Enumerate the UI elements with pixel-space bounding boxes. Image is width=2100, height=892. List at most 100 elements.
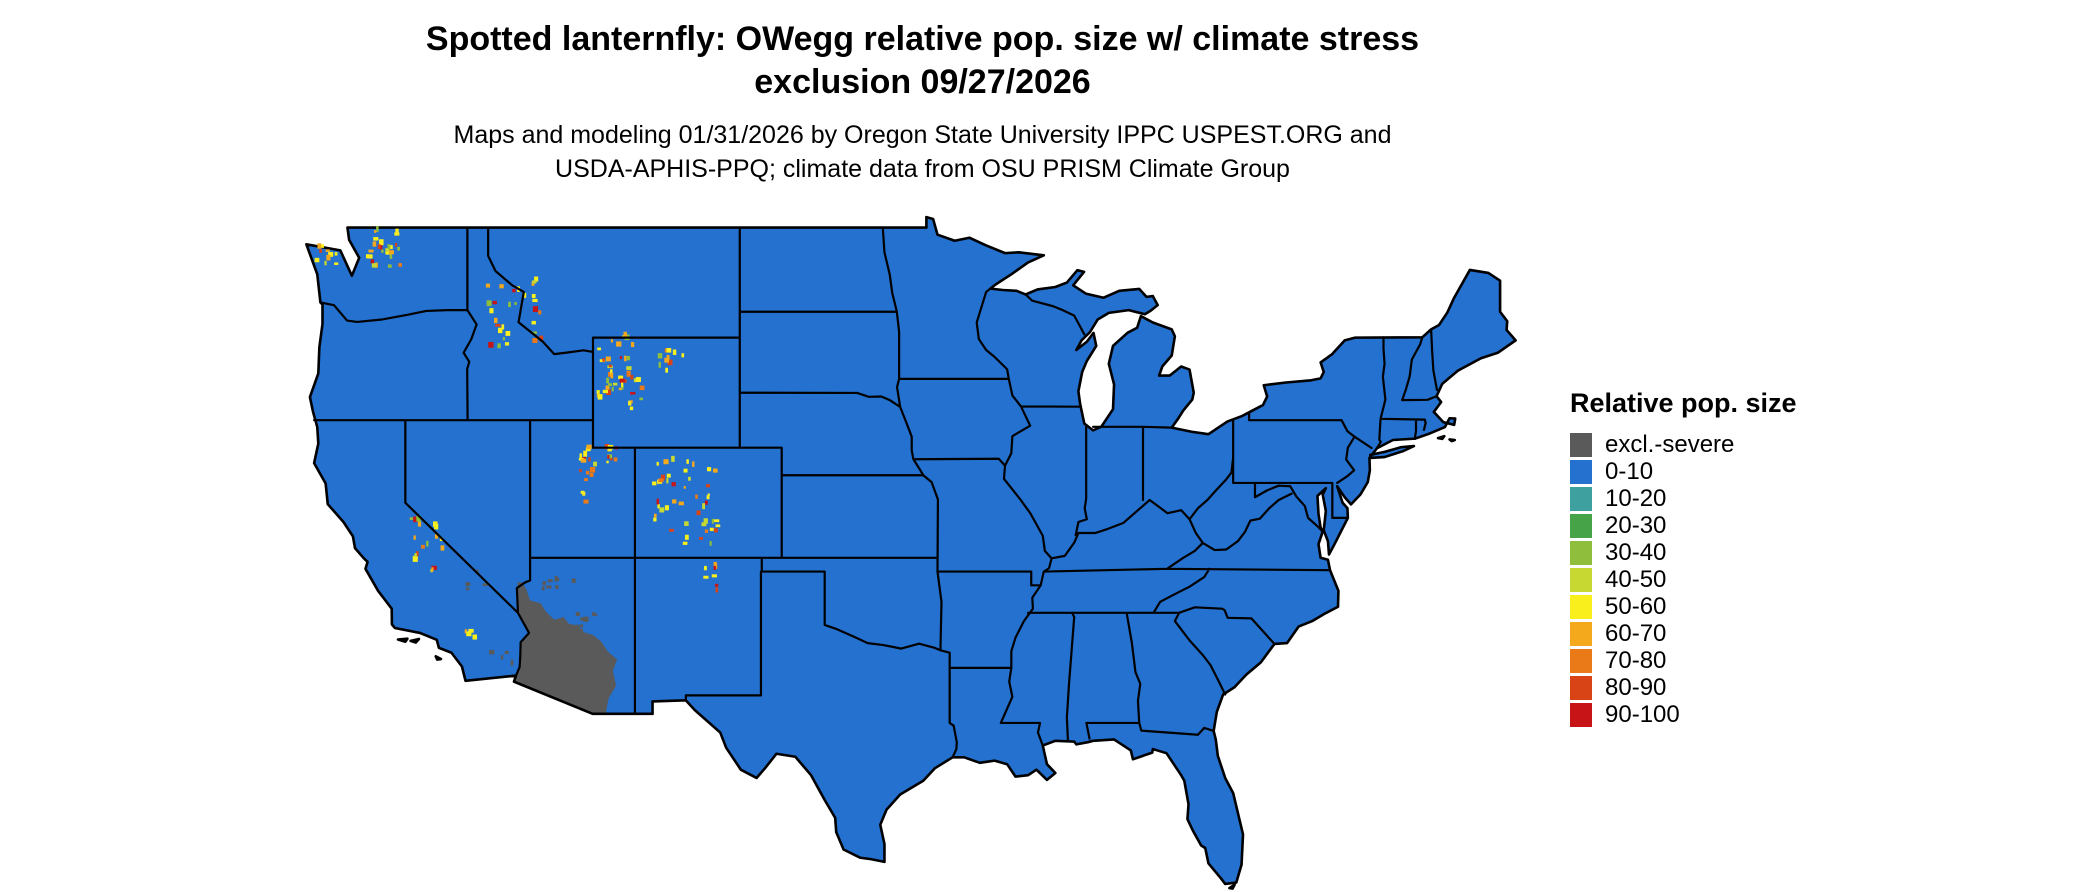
legend-label: 50-60 bbox=[1605, 593, 1667, 620]
hotspot-cell bbox=[374, 230, 377, 233]
hotspot-cell bbox=[623, 331, 627, 338]
legend-item: excl.-severe bbox=[1570, 431, 1797, 458]
hotspot-cell bbox=[486, 300, 492, 307]
legend-swatch bbox=[1570, 594, 1592, 619]
hotspot-cell bbox=[606, 460, 609, 464]
hotspot-cell bbox=[597, 394, 603, 400]
hotspot-cell bbox=[701, 522, 707, 527]
hotspot-cell bbox=[683, 485, 686, 489]
hotspot-cell bbox=[531, 293, 536, 298]
hotspot-cell bbox=[434, 534, 438, 539]
legend-items: excl.-severe 0-10 10-20 20-30 30-40 40-50 50-6… bbox=[1570, 431, 1797, 728]
hotspot-cell bbox=[626, 355, 631, 361]
hotspot-cell bbox=[703, 565, 707, 571]
hotspot-cell bbox=[546, 585, 552, 589]
hotspot-cell bbox=[695, 494, 698, 499]
hotspot-cell bbox=[589, 472, 594, 477]
hotspot-cell bbox=[629, 406, 634, 411]
hotspot-cell bbox=[397, 246, 401, 251]
legend-label: 80-90 bbox=[1605, 674, 1667, 701]
hotspot-cell bbox=[388, 250, 394, 255]
hotspot-cell bbox=[596, 390, 600, 394]
hotspot-cell bbox=[713, 528, 718, 533]
hotspot-cell bbox=[466, 631, 472, 637]
hotspot-cell bbox=[606, 389, 611, 396]
legend-label: 90-100 bbox=[1605, 701, 1680, 728]
hotspot-cell bbox=[602, 389, 608, 394]
hotspot-cell bbox=[325, 249, 330, 252]
hotspot-cell bbox=[485, 283, 491, 288]
legend-label: 40-50 bbox=[1605, 566, 1667, 593]
hotspot-cell bbox=[585, 447, 591, 452]
hotspot-cell bbox=[420, 544, 425, 549]
legend-label: 70-80 bbox=[1605, 647, 1667, 674]
hotspot-cell bbox=[612, 382, 618, 386]
hotspot-cell bbox=[381, 249, 384, 253]
hotspot-cell bbox=[555, 585, 559, 590]
hotspot-cell bbox=[714, 583, 719, 587]
hotspot-cell bbox=[671, 482, 676, 487]
legend-item: 10-20 bbox=[1570, 485, 1797, 512]
hotspot-cell bbox=[706, 484, 710, 488]
hotspot-cell bbox=[465, 587, 470, 591]
hotspot-cell bbox=[666, 478, 669, 484]
hotspot-speckles bbox=[314, 226, 721, 666]
hotspot-cell bbox=[416, 515, 421, 522]
hotspot-cell bbox=[699, 537, 704, 540]
hotspot-cell bbox=[616, 341, 622, 347]
hotspot-cell bbox=[667, 359, 673, 366]
hotspot-cell bbox=[505, 330, 511, 336]
legend-label: 10-20 bbox=[1605, 485, 1667, 512]
hotspot-cell bbox=[380, 244, 383, 251]
hotspot-cell bbox=[583, 499, 589, 504]
map-subtitle-line2: USDA-APHIS-PPQ; climate data from OSU PR… bbox=[555, 155, 1290, 183]
hotspot-cell bbox=[371, 263, 377, 268]
hotspot-cell bbox=[666, 473, 671, 478]
hotspot-cell bbox=[498, 327, 503, 334]
legend-item: 50-60 bbox=[1570, 593, 1797, 620]
hotspot-cell bbox=[582, 491, 586, 496]
hotspot-cell bbox=[630, 400, 633, 404]
hotspot-cell bbox=[328, 251, 334, 257]
legend-item: 90-100 bbox=[1570, 701, 1797, 728]
hotspot-cell bbox=[605, 385, 610, 392]
hotspot-cell bbox=[368, 249, 374, 253]
hotspot-cell bbox=[579, 469, 582, 473]
hotspot-cell bbox=[613, 457, 618, 462]
legend-swatch bbox=[1570, 621, 1592, 646]
hotspot-cell bbox=[633, 378, 638, 383]
hotspot-cell bbox=[385, 248, 390, 254]
hotspot-cell bbox=[665, 367, 668, 373]
hotspot-cell bbox=[709, 527, 714, 532]
hotspot-cell bbox=[715, 587, 719, 593]
hotspot-cell bbox=[656, 461, 659, 466]
hotspot-cell bbox=[494, 317, 498, 324]
hotspot-cell bbox=[713, 561, 717, 568]
legend-item: 30-40 bbox=[1570, 539, 1797, 566]
hotspot-cell bbox=[703, 575, 709, 579]
us-landmass-fill bbox=[306, 217, 1516, 892]
hotspot-cell bbox=[512, 288, 516, 293]
hotspot-cell bbox=[370, 259, 375, 264]
hotspot-cell bbox=[607, 371, 612, 377]
hotspot-cell bbox=[502, 337, 506, 341]
legend-label: 20-30 bbox=[1605, 512, 1667, 539]
hotspot-cell bbox=[658, 361, 661, 368]
hotspot-cell bbox=[618, 375, 624, 380]
hotspot-cell bbox=[657, 503, 660, 509]
hotspot-cell bbox=[499, 284, 504, 289]
legend-swatch bbox=[1570, 540, 1592, 565]
legend-swatch bbox=[1570, 459, 1592, 484]
hotspot-cell bbox=[583, 616, 589, 622]
hotspot-cell bbox=[580, 458, 587, 463]
hotspot-cell bbox=[704, 500, 708, 505]
hotspot-cell bbox=[671, 455, 675, 462]
hotspot-cell bbox=[607, 454, 613, 459]
hotspot-cell bbox=[373, 237, 379, 241]
legend: Relative pop. size excl.-severe 0-10 10-20… bbox=[1570, 388, 1797, 728]
legend-item: 60-70 bbox=[1570, 620, 1797, 647]
hotspot-cell bbox=[621, 385, 624, 390]
hotspot-cell bbox=[652, 481, 657, 486]
hotspot-cell bbox=[659, 507, 665, 513]
